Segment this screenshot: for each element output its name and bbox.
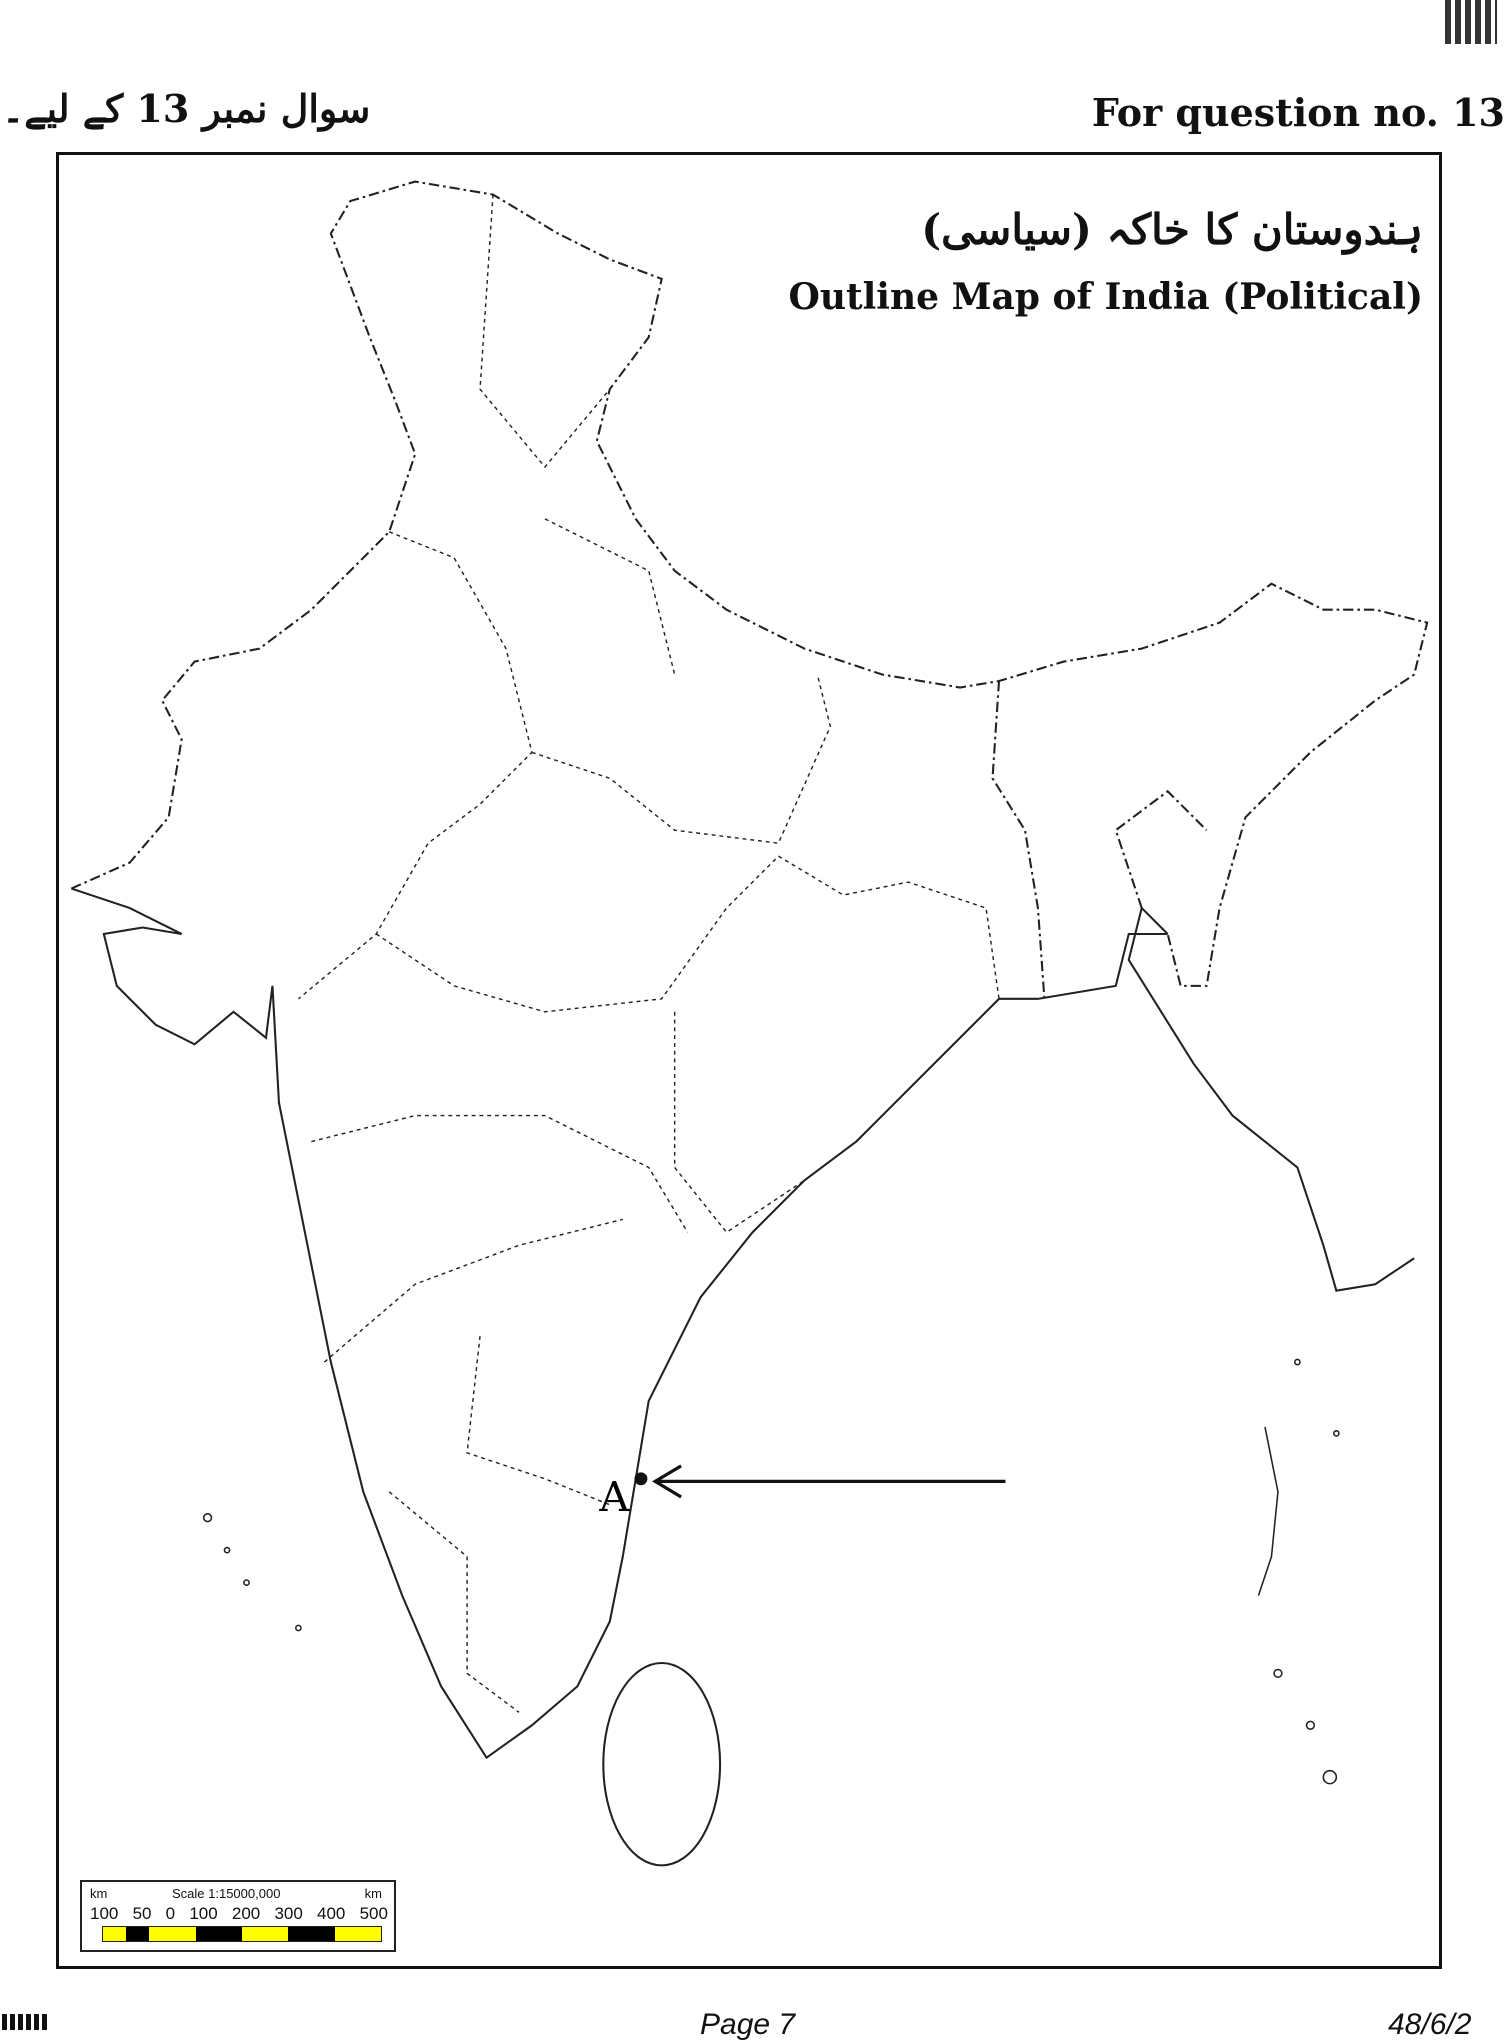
scale-title: Scale 1:15000,000 bbox=[172, 1886, 281, 1901]
india-border bbox=[70, 180, 1429, 987]
map-title-urdu: ہندوستان کا خاکہ (سیاسی) bbox=[921, 205, 1423, 254]
scale-tick: 0 bbox=[165, 1904, 176, 1923]
qr-code-bottom bbox=[2, 2014, 48, 2030]
scale-ticks: 100 50 0 100 200 300 400 500 bbox=[90, 1904, 388, 1924]
page-number: Page 7 bbox=[700, 2008, 796, 2041]
scale-unit-left: km bbox=[90, 1886, 108, 1901]
sri-lanka bbox=[602, 1661, 722, 1867]
scale-tick: 50 bbox=[132, 1904, 152, 1923]
scale-segments bbox=[102, 1926, 382, 1942]
scale-tick: 100 bbox=[189, 1904, 218, 1923]
question-label: For question no. 13 bbox=[1091, 90, 1505, 135]
question-label-urdu: سوال نمبر 13 کے لیے۔ bbox=[2, 86, 371, 131]
paper-code: 48/6/2 bbox=[1388, 2008, 1472, 2041]
point-a-label: A bbox=[598, 1472, 630, 1521]
qr-code-top bbox=[1445, 0, 1497, 44]
map-title: Outline Map of India (Political) bbox=[788, 276, 1423, 318]
scale-bar: km Scale 1:15000,000 km 100 50 0 100 200… bbox=[80, 1880, 396, 1952]
arrow-icon bbox=[652, 1464, 1006, 1499]
scale-tick: 500 bbox=[359, 1904, 388, 1923]
scale-tick: 300 bbox=[274, 1904, 303, 1923]
state-boundaries bbox=[297, 194, 1000, 1713]
scale-tick: 400 bbox=[317, 1904, 346, 1923]
islands bbox=[202, 1358, 1340, 1785]
scale-tick: 200 bbox=[231, 1904, 261, 1923]
scale-unit-right: km bbox=[364, 1886, 382, 1901]
india-coastline bbox=[71, 887, 1415, 1760]
scale-tick: 100 bbox=[90, 1904, 119, 1923]
map-frame bbox=[56, 152, 1442, 1969]
bangladesh-border bbox=[991, 680, 1208, 999]
point-a-marker bbox=[634, 1472, 648, 1486]
